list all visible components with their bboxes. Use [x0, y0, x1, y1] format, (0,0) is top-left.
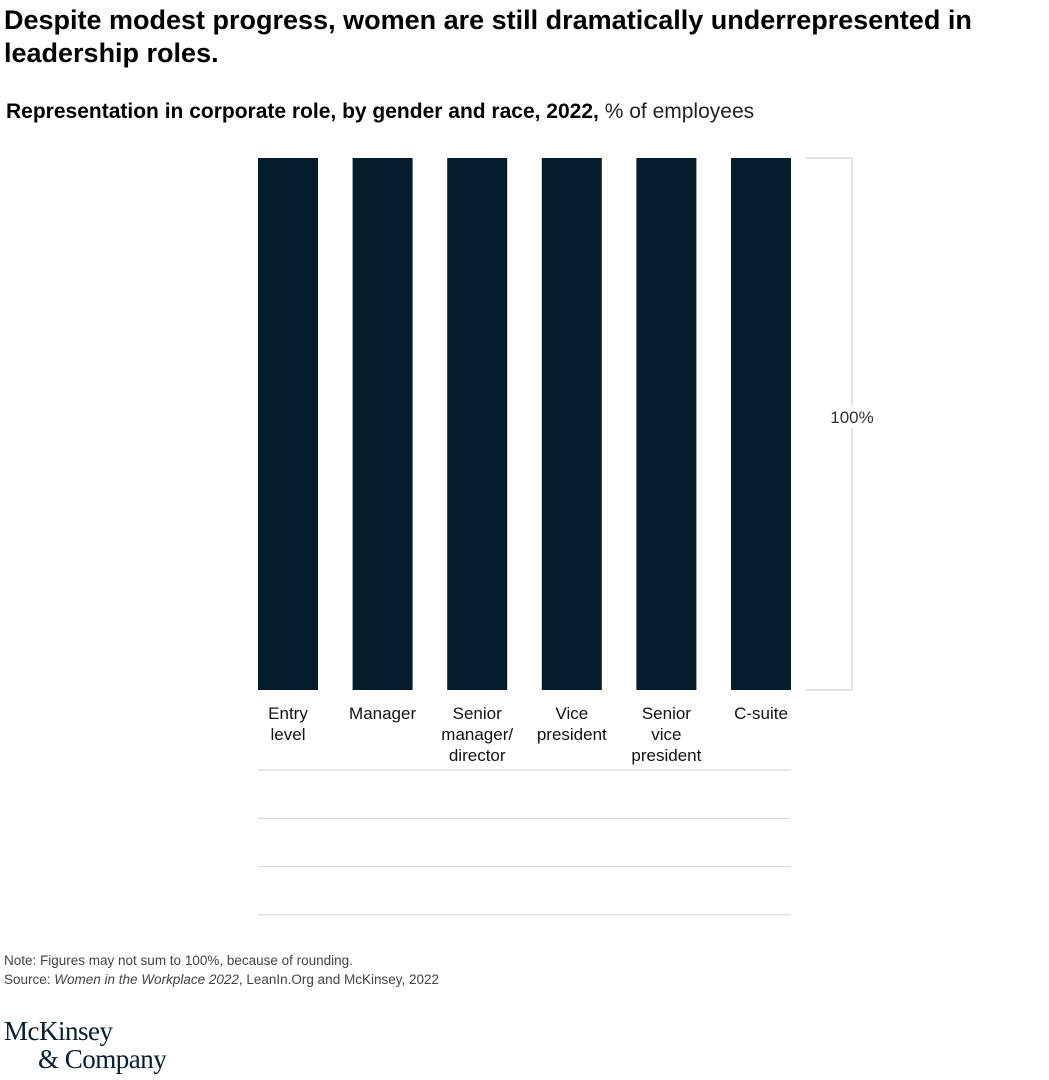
- bar-chart: Entry level Manager Senior manager/director V…: [258, 157, 879, 916]
- x-axis-labels: Entry level Manager Senior manager/director V…: [268, 704, 788, 765]
- subtitle-bold: Representation in corporate role, by gen…: [6, 100, 599, 123]
- bar-3: [541, 158, 602, 690]
- x-tick-label-line: level: [271, 725, 306, 744]
- x-tick-label-line: director: [449, 746, 506, 765]
- mckinsey-logo: McKinsey & Company: [4, 1016, 167, 1074]
- bars-group: [258, 158, 791, 690]
- x-tick-label-line: Manager: [349, 704, 416, 723]
- note-text: Note: Figures may not sum to 100%, becau…: [4, 953, 353, 968]
- row-lines: [258, 769, 791, 916]
- chart-subtitle: Representation in corporate role, by gen…: [6, 98, 754, 126]
- x-tick-label-line: Senior: [453, 704, 502, 723]
- bar-5: [731, 158, 791, 690]
- bar-0: [258, 158, 318, 690]
- logo-line1: McKinsey: [4, 1016, 113, 1046]
- x-tick-label: Senior vice president: [631, 704, 701, 765]
- source-prefix: Source:: [4, 972, 55, 987]
- x-tick-label: Entry level: [268, 704, 308, 744]
- bracket-line: [806, 157, 853, 691]
- bar-2: [447, 158, 508, 690]
- x-tick-label: Senior manager/director: [441, 704, 513, 765]
- x-tick-label-line: Entry: [268, 704, 308, 723]
- x-tick-label: C-suite: [734, 704, 788, 723]
- source-suffix: , LeanIn.Org and McKinsey, 2022: [238, 972, 439, 987]
- x-tick-label-line: vice: [651, 725, 681, 744]
- source-title: Women in the Workplace 2022: [54, 972, 239, 987]
- x-tick-label-line: Senior: [642, 704, 691, 723]
- x-tick-label-line: president: [631, 746, 701, 765]
- x-tick-label-line: C-suite: [734, 704, 788, 723]
- subtitle-unit: % of employees: [598, 100, 755, 123]
- bracket-label: 100%: [830, 408, 873, 427]
- x-tick-label-line: president: [537, 725, 607, 744]
- x-tick-label: Vice president: [537, 704, 607, 744]
- source-text: Source: Women in the Workplace 2022, Lea…: [4, 970, 439, 989]
- value-bracket: 100%: [806, 157, 879, 691]
- x-tick-label-line: manager/: [441, 725, 513, 744]
- bar-1: [352, 158, 413, 690]
- x-tick-label-line: Vice: [555, 704, 588, 723]
- chart-headline: Despite modest progress, women are still…: [4, 5, 972, 68]
- logo-line2: & Company: [38, 1044, 167, 1074]
- bar-4: [636, 158, 697, 690]
- footnote: Note: Figures may not sum to 100%, becau…: [4, 951, 439, 989]
- x-tick-label: Manager: [349, 704, 416, 723]
